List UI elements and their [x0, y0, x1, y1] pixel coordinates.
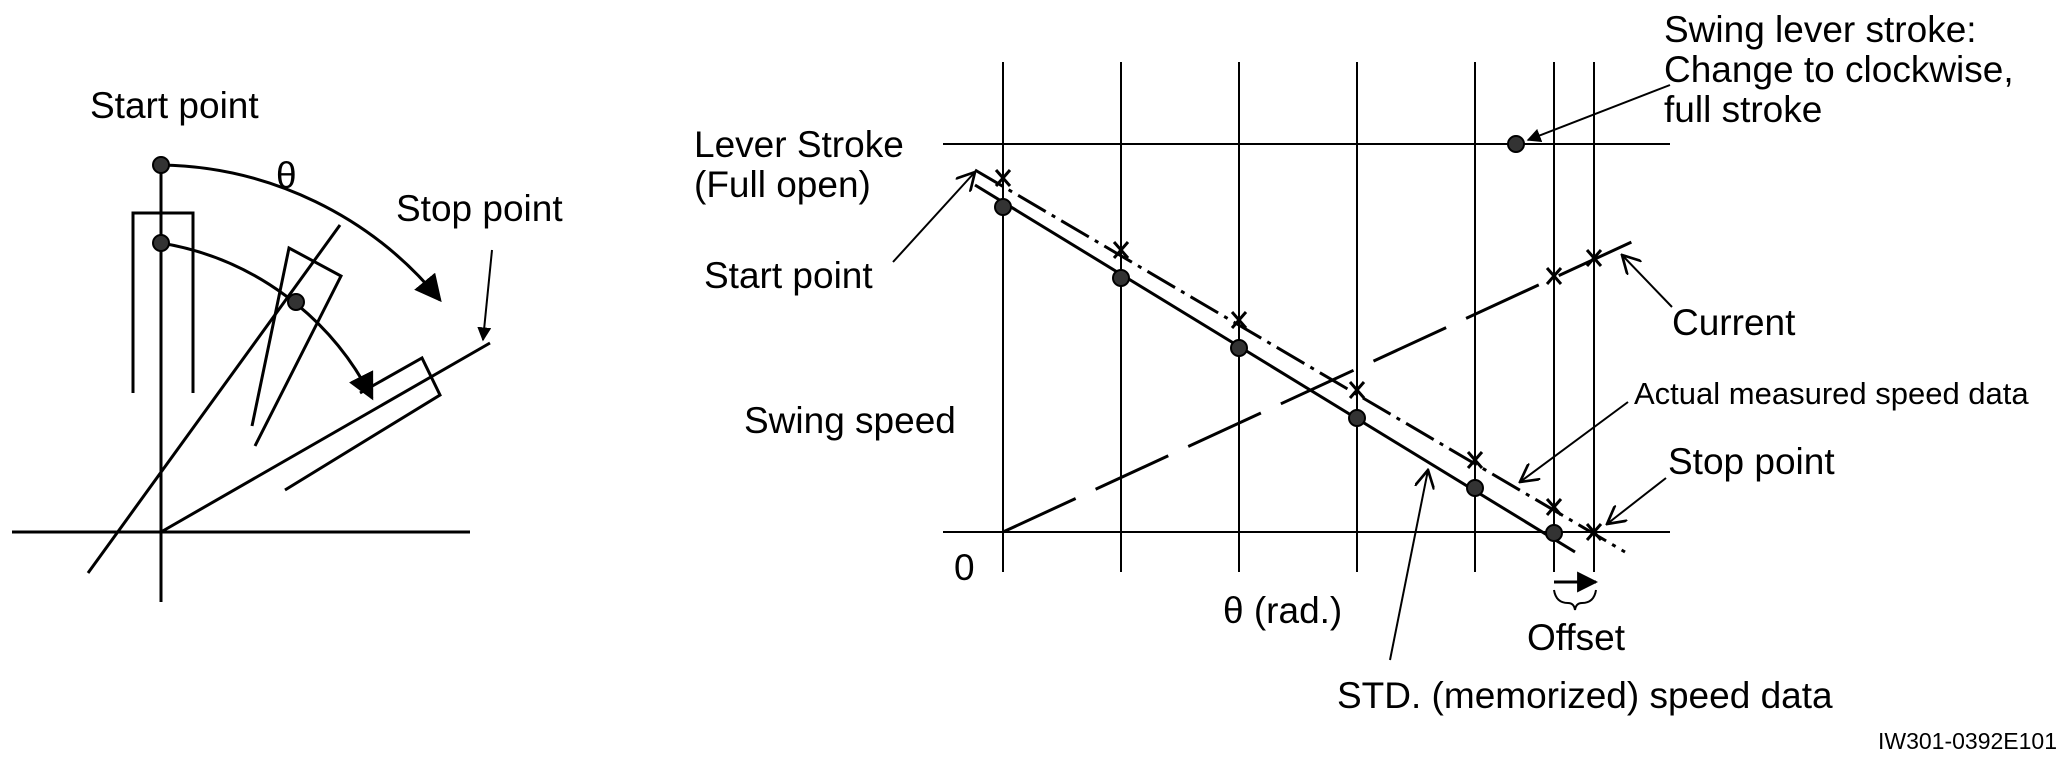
actual-speed-line [974, 168, 1626, 554]
swing-lever-pointer [1526, 84, 1671, 142]
start-point-inner-dot [152, 234, 170, 252]
radial-line-1 [86, 224, 342, 574]
current-pointer [1622, 255, 1673, 308]
swing-angle-diagram: Start point θ Stop point [12, 85, 563, 602]
inner-theta-arc [160, 241, 374, 401]
origin-zero-label: 0 [954, 547, 975, 588]
std-speed-line [974, 183, 1576, 554]
figure-code: IW301-0392E101 [1878, 728, 2057, 754]
offset-brace [1553, 589, 1597, 611]
std-memorized-label: STD. (memorized) speed data [1337, 675, 1833, 716]
middle-pivot-dot [287, 293, 305, 311]
lever-stroke-label-line1: Lever Stroke [694, 124, 904, 165]
swing-lever-change-dot [1507, 135, 1525, 153]
start-point-pointer [892, 172, 975, 263]
graph-stop-point-label: Stop point [1668, 441, 1835, 482]
arm-outline-middle [250, 245, 343, 447]
swing-lever-label-line3: full stroke [1664, 89, 1822, 130]
swing-lever-label-line1: Swing lever stroke: [1664, 9, 1977, 50]
left-start-point-label: Start point [90, 85, 259, 126]
start-point-outer-dot [152, 156, 170, 174]
graph-start-point-label: Start point [704, 255, 873, 296]
current-markers [1545, 249, 1603, 285]
theta-label: θ [276, 155, 297, 196]
theta-rad-label: θ (rad.) [1223, 590, 1342, 631]
actual-speed-markers [994, 169, 1603, 541]
offset-label: Offset [1527, 617, 1626, 658]
swing-speed-graph: Lever Stroke (Full open) Start point Swi… [694, 9, 2029, 716]
radial-line-2 [160, 341, 491, 534]
stop-point-pointer [477, 249, 493, 342]
left-stop-point-label: Stop point [396, 188, 563, 229]
actual-measured-pointer [1520, 401, 1629, 482]
current-label: Current [1672, 302, 1796, 343]
std-speed-dots [994, 198, 1563, 542]
swing-lever-label-line2: Change to clockwise, [1664, 49, 2014, 90]
stop-point-pointer [1607, 477, 1667, 524]
std-speed-pointer [1389, 470, 1428, 661]
current-line [1002, 238, 1637, 534]
arm-outline-start [131, 211, 195, 393]
actual-measured-label: Actual measured speed data [1634, 376, 2029, 411]
outer-theta-arc [160, 163, 442, 303]
lever-stroke-label-line2: (Full open) [694, 164, 871, 205]
vertical-grid [1002, 62, 1595, 572]
swing-speed-label: Swing speed [744, 400, 956, 441]
